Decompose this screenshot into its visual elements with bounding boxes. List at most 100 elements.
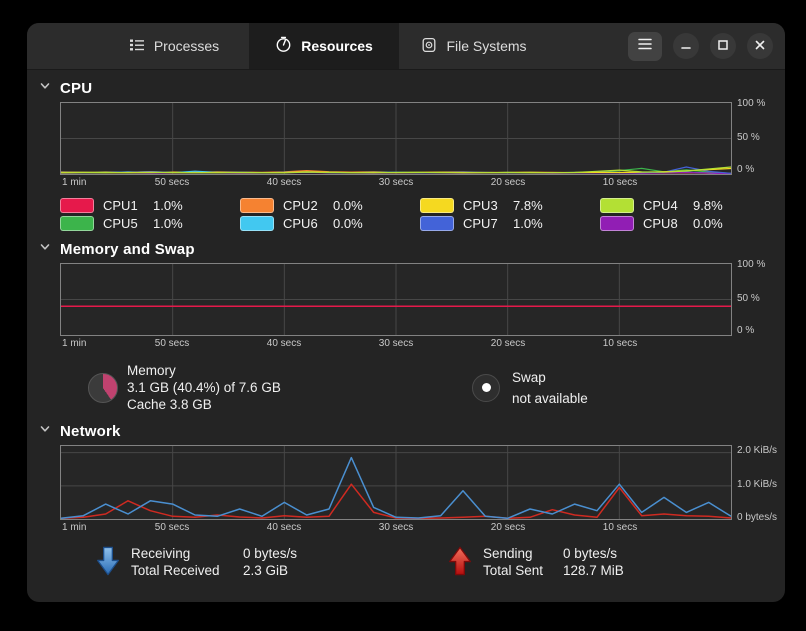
minimize-icon — [681, 37, 691, 55]
swap-usage-group: Swap not available — [472, 362, 588, 413]
gauge-icon — [275, 36, 292, 56]
memory-usage-text: Memory 3.1 GB (40.4%) of 7.6 GB Cache 3.… — [127, 362, 281, 413]
x-tick-label: 20 secs — [490, 177, 526, 188]
swap-label: Swap — [512, 369, 546, 385]
close-button[interactable] — [747, 33, 773, 59]
sending-arrow-icon — [447, 545, 473, 580]
close-icon — [755, 37, 765, 55]
network-x-axis: 1 min 50 secs 40 secs 30 secs 20 secs 10… — [60, 520, 732, 536]
network-section-header: Network — [27, 413, 785, 445]
y-tick-label: 50 % — [737, 293, 760, 304]
minimize-button[interactable] — [673, 33, 699, 59]
chevron-down-icon[interactable] — [39, 422, 51, 440]
system-monitor-window: Processes Resources File Systems — [27, 23, 785, 602]
memory-section-title: Memory and Swap — [60, 240, 195, 258]
cpu-section-title: CPU — [60, 79, 93, 97]
total-received-value: 2.3 GiB — [243, 563, 289, 578]
network-chart: 2.0 KiB/s 1.0 KiB/s 0 bytes/s — [60, 445, 777, 523]
maximize-button[interactable] — [710, 33, 736, 59]
x-tick-label: 10 secs — [602, 177, 638, 188]
cpu1-color-swatch[interactable] — [60, 198, 94, 213]
network-section-title: Network — [60, 422, 121, 440]
tab-file-systems[interactable]: File Systems — [399, 23, 549, 69]
memory-pie-icon — [88, 372, 118, 403]
cpu-legend: CPU1 1.0% CPU2 0.0% CPU3 7.8% CPU4 9.8% … — [60, 198, 785, 231]
x-tick-label: 20 secs — [490, 338, 526, 349]
y-tick-label: 100 % — [737, 259, 766, 270]
x-tick-label: 1 min — [62, 338, 87, 349]
tab-processes[interactable]: Processes — [99, 23, 249, 69]
cpu5-color-swatch[interactable] — [60, 216, 94, 231]
x-tick-label: 50 secs — [154, 522, 190, 533]
memory-plot-area — [60, 263, 732, 336]
swap-usage-text: Swap not available — [512, 367, 588, 409]
receiving-rate: 0 bytes/s — [243, 546, 298, 561]
cpu-section: CPU 100 % 50 % 0 % 1 min 50 secs 40 secs… — [27, 70, 785, 231]
y-tick-label: 100 % — [737, 98, 766, 109]
y-tick-label: 0 % — [737, 164, 755, 175]
x-tick-label: 30 secs — [378, 522, 414, 533]
window-controls — [628, 23, 785, 69]
cpu-section-header: CPU — [27, 70, 785, 102]
cpu6-color-swatch[interactable] — [240, 216, 274, 231]
memory-cache-value: Cache 3.8 GB — [127, 397, 212, 412]
x-tick-label: 10 secs — [602, 522, 638, 533]
receiving-group: Receiving 0 bytes/s Total Received 2.3 G… — [95, 545, 447, 580]
memory-section: Memory and Swap 100 % 50 % 0 % 1 min 50 … — [27, 231, 785, 413]
cpu-plot-area — [60, 102, 732, 175]
swap-pie-icon — [472, 373, 500, 402]
memory-usage-group: Memory 3.1 GB (40.4%) of 7.6 GB Cache 3.… — [88, 362, 472, 413]
x-tick-label: 1 min — [62, 177, 87, 188]
cpu2-color-swatch[interactable] — [240, 198, 274, 213]
x-tick-label: 40 secs — [266, 338, 302, 349]
memory-x-axis: 1 min 50 secs 40 secs 30 secs 20 secs 10… — [60, 336, 732, 352]
view-switcher: Processes Resources File Systems — [99, 23, 549, 69]
y-tick-label: 2.0 KiB/s — [737, 445, 778, 456]
cpu3-color-swatch[interactable] — [420, 198, 454, 213]
tab-label: Resources — [301, 38, 373, 54]
cpu-x-axis: 1 min 50 secs 40 secs 30 secs 20 secs 10… — [60, 175, 732, 191]
tab-label: File Systems — [446, 38, 527, 54]
receiving-text: Receiving 0 bytes/s Total Received 2.3 G… — [131, 545, 297, 579]
x-tick-label: 30 secs — [378, 177, 414, 188]
cpu3-legend-item: CPU3 7.8% — [420, 198, 600, 213]
cpu-chart: 100 % 50 % 0 % — [60, 98, 765, 175]
x-tick-label: 1 min — [62, 522, 87, 533]
x-tick-label: 50 secs — [154, 338, 190, 349]
y-tick-label: 1.0 KiB/s — [737, 479, 778, 490]
sending-label: Sending — [483, 546, 533, 561]
x-tick-label: 10 secs — [602, 338, 638, 349]
cpu7-legend-item: CPU7 1.0% — [420, 216, 600, 231]
receiving-arrow-icon — [95, 545, 121, 580]
maximize-icon — [718, 37, 728, 55]
sending-group: Sending 0 bytes/s Total Sent 128.7 MiB — [447, 545, 624, 580]
sending-text: Sending 0 bytes/s Total Sent 128.7 MiB — [483, 545, 624, 579]
memory-usage-value: 3.1 GB (40.4%) of 7.6 GB — [127, 380, 281, 395]
network-plot-area — [60, 445, 732, 520]
cpu8-color-swatch[interactable] — [600, 216, 634, 231]
cpu7-color-swatch[interactable] — [420, 216, 454, 231]
y-tick-label: 50 % — [737, 132, 760, 143]
cpu-y-axis: 100 % 50 % 0 % — [737, 98, 785, 175]
memory-label: Memory — [127, 363, 176, 378]
process-list-icon — [129, 37, 145, 56]
x-tick-label: 50 secs — [154, 177, 190, 188]
chevron-down-icon[interactable] — [39, 79, 51, 97]
chevron-down-icon[interactable] — [39, 240, 51, 258]
x-tick-label: 20 secs — [490, 522, 526, 533]
main-menu-button[interactable] — [628, 31, 662, 61]
swap-status: not available — [512, 390, 588, 406]
total-received-label: Total Received — [131, 563, 220, 578]
sending-rate: 0 bytes/s — [563, 546, 618, 561]
x-tick-label: 40 secs — [266, 522, 302, 533]
tab-resources[interactable]: Resources — [249, 23, 399, 69]
x-tick-label: 40 secs — [266, 177, 302, 188]
network-details-row: Receiving 0 bytes/s Total Received 2.3 G… — [95, 545, 785, 580]
y-tick-label: 0 % — [737, 325, 755, 336]
cpu6-legend-item: CPU6 0.0% — [240, 216, 420, 231]
cpu4-legend-item: CPU4 9.8% — [600, 198, 780, 213]
network-y-axis: 2.0 KiB/s 1.0 KiB/s 0 bytes/s — [737, 445, 785, 523]
cpu4-color-swatch[interactable] — [600, 198, 634, 213]
cpu1-legend-item: CPU1 1.0% — [60, 198, 240, 213]
network-section: Network 2.0 KiB/s 1.0 KiB/s 0 bytes/s 1 … — [27, 413, 785, 580]
